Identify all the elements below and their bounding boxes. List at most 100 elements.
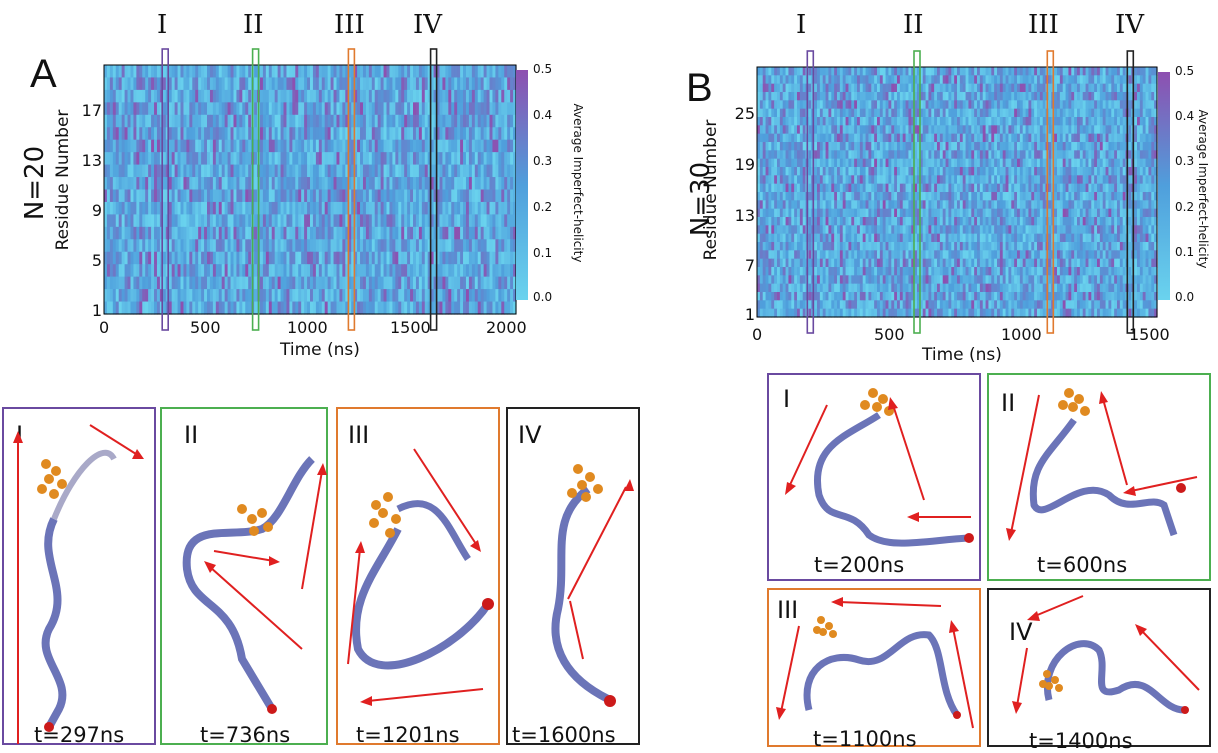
heatmap-cell xyxy=(925,108,930,118)
heatmap-cell xyxy=(180,189,185,203)
heatmap-cell xyxy=(471,239,476,253)
heatmap-cell xyxy=(911,158,915,168)
heatmap-cell xyxy=(262,289,267,303)
heatmap-cell xyxy=(156,226,161,240)
heatmap-cell xyxy=(1005,100,1010,110)
heatmap-cell xyxy=(1057,133,1061,143)
heatmap-cell xyxy=(371,139,376,153)
heatmap-cell xyxy=(928,117,932,126)
heatmap-cell xyxy=(934,100,938,110)
heatmap-cell xyxy=(221,89,226,103)
heatmap-cell xyxy=(965,175,970,185)
heatmap-cell xyxy=(433,177,438,191)
heatmap-cell xyxy=(957,108,961,118)
heatmap-cell xyxy=(307,226,311,240)
heatmap-cell xyxy=(454,65,458,79)
heatmap-cell xyxy=(914,117,918,126)
heatmap-cell xyxy=(254,301,258,315)
heatmap-cell xyxy=(1119,158,1124,168)
heatmap-cell xyxy=(988,183,992,193)
heatmap-cell xyxy=(186,226,190,240)
heatmap-cell xyxy=(1011,67,1015,76)
heatmap-cell xyxy=(939,183,944,193)
heatmap-cell xyxy=(324,289,329,303)
heatmap-cell xyxy=(1085,158,1090,168)
heatmap-cell xyxy=(362,239,367,253)
heatmap-cell xyxy=(1008,117,1012,126)
heatmap-cell xyxy=(471,139,476,153)
heatmap-cell xyxy=(298,276,302,290)
heatmap-cell xyxy=(501,189,505,203)
heatmap-cell xyxy=(401,127,405,141)
heatmap-cell xyxy=(151,214,155,228)
heatmap-cell xyxy=(186,77,190,91)
heatmap-cell xyxy=(445,301,449,315)
heatmap-cell xyxy=(368,152,373,166)
heatmap-cell xyxy=(121,102,126,116)
heatmap-cell xyxy=(1102,142,1107,151)
heatmap-cell xyxy=(383,164,388,178)
heatmap-cell xyxy=(318,152,323,166)
heatmap-cell xyxy=(917,183,921,193)
heatmap-cell xyxy=(902,100,907,110)
heatmap-cell xyxy=(445,251,449,265)
heatmap-cell xyxy=(1085,75,1090,85)
heatmap-cell xyxy=(1111,108,1115,118)
heatmap-cell xyxy=(357,164,361,178)
heatmap-cell xyxy=(837,133,841,143)
heatmap-cell xyxy=(908,83,912,93)
heatmap-cell xyxy=(156,201,161,215)
heatmap-cell xyxy=(486,177,491,191)
heatmap-cell xyxy=(939,100,944,110)
heatmap-cell xyxy=(791,175,795,185)
heatmap-cell xyxy=(342,276,346,290)
heatmap-cell xyxy=(1002,158,1007,168)
heatmap-cell xyxy=(845,175,850,185)
heatmap-cell xyxy=(204,65,208,79)
heatmap-cell xyxy=(997,175,1001,185)
heatmap-cell xyxy=(911,175,915,185)
heatmap-cell xyxy=(321,102,326,116)
heatmap-cell xyxy=(919,183,924,193)
heatmap-cell xyxy=(1048,183,1052,193)
heatmap-cell xyxy=(142,127,146,141)
heatmap-cell xyxy=(413,77,417,91)
heatmap-cell xyxy=(407,264,411,278)
heatmap-cell xyxy=(468,77,473,91)
heatmap-cell xyxy=(142,152,146,166)
heatmap-cell xyxy=(198,189,202,203)
heatmap-cell xyxy=(899,167,904,176)
heatmap-cell xyxy=(1059,142,1064,151)
heatmap-cell xyxy=(289,127,293,141)
heatmap-cell xyxy=(759,142,764,151)
y-tick: 9 xyxy=(91,201,102,220)
heatmap-cell xyxy=(802,175,807,185)
heatmap-cell xyxy=(1105,75,1110,85)
heatmap-cell xyxy=(859,167,864,176)
heatmap-cell xyxy=(982,100,987,110)
heatmap-cell xyxy=(1151,92,1155,101)
heatmap-cell xyxy=(779,117,784,126)
heatmap-cell xyxy=(168,77,173,91)
heatmap-cell xyxy=(218,139,223,153)
heatmap-cell xyxy=(483,177,488,191)
heatmap-cell xyxy=(109,301,114,315)
heatmap-cell xyxy=(115,164,120,178)
heatmap-cell xyxy=(392,89,396,103)
heatmap-cell xyxy=(765,150,770,160)
heatmap-cell xyxy=(799,158,804,168)
heatmap-cell xyxy=(1122,150,1127,160)
heatmap-cell xyxy=(839,175,844,185)
heatmap-cell xyxy=(315,127,320,141)
heatmap-cell xyxy=(133,102,137,116)
heatmap-cell xyxy=(445,214,449,228)
heatmap-cell xyxy=(834,100,838,110)
heatmap-cell xyxy=(865,83,870,93)
heatmap-cell xyxy=(374,251,379,265)
heatmap-cell xyxy=(899,158,904,168)
heatmap-cell xyxy=(183,251,187,265)
heatmap-cell xyxy=(845,100,850,110)
heatmap-cell xyxy=(1054,150,1058,160)
heatmap-cell xyxy=(1065,108,1070,118)
heatmap-cell xyxy=(908,183,912,193)
